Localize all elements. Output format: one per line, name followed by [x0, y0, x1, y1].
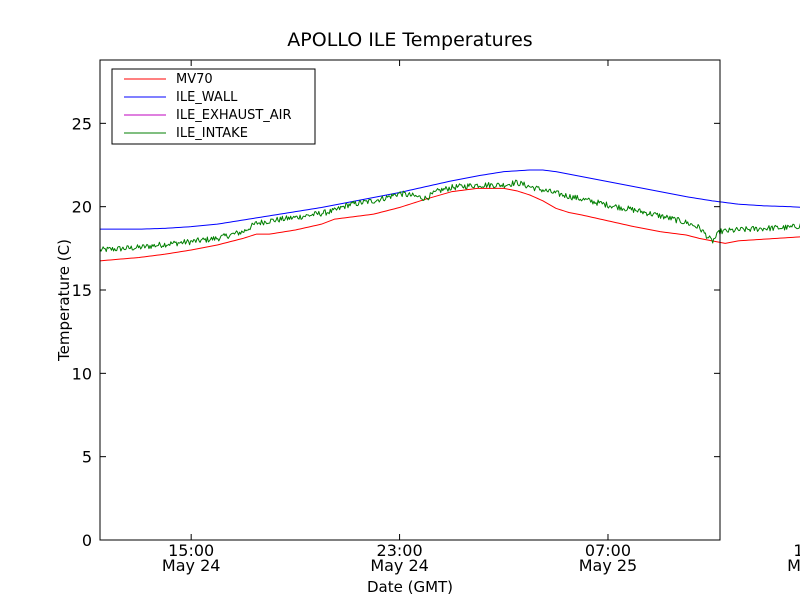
y-tick-label: 25 — [72, 114, 92, 133]
x-tick-label-date: May 25 — [579, 556, 638, 575]
y-tick-label: 0 — [82, 531, 92, 550]
legend-label-ile-intake: ILE_INTAKE — [176, 126, 248, 141]
legend-label-mv70: MV70 — [176, 72, 213, 87]
x-tick-label-time: 15:00 — [168, 541, 214, 560]
x-tick-label-time: 07:00 — [585, 541, 631, 560]
y-tick-label: 15 — [72, 281, 92, 300]
x-tick-label-date: May 24 — [162, 556, 221, 575]
y-tick-label: 10 — [72, 364, 92, 383]
plot-frame — [99, 59, 721, 541]
series-line-ile-intake — [99, 179, 800, 253]
legend-label-ile-wall: ILE_WALL — [176, 90, 238, 105]
x-axis-label: Date (GMT) — [367, 578, 453, 596]
series-line-ile-wall — [100, 169, 800, 230]
y-tick-label: 20 — [72, 198, 92, 217]
legend: MV70 ILE_WALL ILE_EXHAUST_AIR ILE_INTAKE — [111, 68, 316, 145]
legend-box — [111, 68, 316, 145]
series-line-mv70 — [99, 187, 800, 262]
x-tick-label-date: May 25 — [787, 556, 800, 575]
y-axis-label: Temperature (C) — [55, 239, 73, 362]
x-tick-label-date: May 24 — [370, 556, 429, 575]
x-tick-label-time: 15:00 — [793, 541, 800, 560]
legend-label-ile-exhaust-air: ILE_EXHAUST_AIR — [176, 108, 292, 123]
series-lines — [99, 169, 800, 262]
chart-title: APOLLO ILE Temperatures — [287, 29, 532, 51]
x-tick-label-time: 23:00 — [377, 541, 423, 560]
y-tick-label: 5 — [82, 448, 92, 467]
